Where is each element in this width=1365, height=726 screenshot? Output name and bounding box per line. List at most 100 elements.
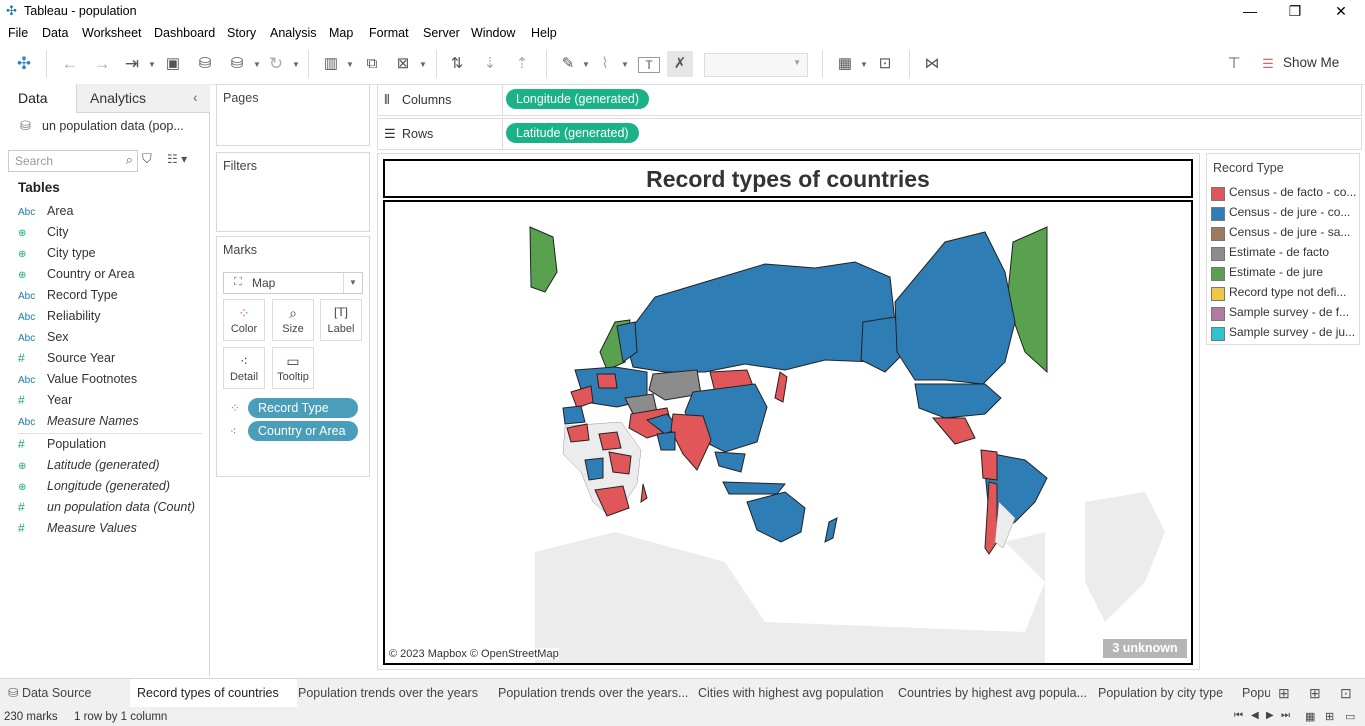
field-area[interactable]: Abc Area [18, 204, 74, 218]
search-input[interactable]: Search ⌕ [8, 150, 138, 172]
sheet-tab-cities-highest[interactable]: Cities with highest avg population [698, 686, 884, 700]
swap-rows-columns-icon[interactable]: ⇅ [450, 55, 464, 72]
field-city[interactable]: ⊕ City [18, 225, 69, 239]
menu-format[interactable]: Format [369, 26, 409, 40]
fix-axes-icon[interactable]: ✗ [667, 51, 693, 77]
sort-ascending-icon[interactable]: ⇣ [483, 55, 497, 72]
sheet-tab-population-trends[interactable]: Population trends over the years [298, 686, 478, 700]
sheet-tab-popu[interactable]: Popu [1242, 686, 1270, 700]
menu-worksheet[interactable]: Worksheet [82, 26, 142, 40]
show-me-button[interactable]: Show Me [1283, 55, 1340, 70]
field-population[interactable]: # Population [18, 437, 107, 451]
field-reliability[interactable]: Abc Reliability [18, 309, 101, 323]
longitude-pill[interactable]: Longitude (generated) [506, 89, 650, 109]
unknown-indicator[interactable]: 3 unknown [1103, 639, 1187, 658]
legend-swatch [1211, 307, 1225, 321]
country-finland [616, 321, 638, 363]
format-painter-icon[interactable]: ⊤ [1227, 55, 1241, 72]
pages-card[interactable]: Pages [216, 84, 370, 146]
pause-updates-icon[interactable]: ⛁ [230, 55, 244, 72]
first-sheet-icon[interactable]: ⏮ [1234, 710, 1243, 721]
sheet-tab-record-types[interactable]: Record types of countries [130, 679, 297, 707]
field-value-footnotes[interactable]: Abc Value Footnotes [18, 372, 138, 386]
menu-help[interactable]: Help [531, 26, 557, 40]
redo-icon[interactable]: → [93, 54, 111, 73]
field-source-year[interactable]: # Source Year [18, 351, 116, 365]
field-country-or-area[interactable]: ⊕ Country or Area [18, 267, 135, 281]
view-options-icon[interactable]: ☷ ▾ [167, 152, 188, 166]
data-source-tab[interactable]: ⛁ Data Source [8, 686, 92, 700]
country-or-area-pill[interactable]: Country or Area [248, 421, 358, 441]
sort-descending-icon[interactable]: ⇡ [515, 55, 529, 72]
menu-server[interactable]: Server [423, 26, 460, 40]
map-view[interactable] [383, 200, 1193, 665]
field-year[interactable]: # Year [18, 393, 73, 407]
sheet-tab-countries-highest[interactable]: Countries by highest avg popula... [898, 686, 1088, 700]
field-record-type[interactable]: Abc Record Type [18, 288, 118, 302]
filmstrip-view-icon[interactable]: ▦ [1305, 711, 1316, 723]
datasource-name[interactable]: un population data (pop... [42, 119, 184, 133]
group-members-icon[interactable]: ⌇ [601, 55, 609, 72]
field-record-count[interactable]: # un population data (Count) [18, 500, 196, 514]
clear-sheet-icon[interactable]: ⊠ [396, 55, 410, 72]
tooltip-button[interactable]: ▭ Tooltip [272, 347, 314, 389]
menu-story[interactable]: Story [227, 26, 257, 40]
color-button[interactable]: ⁘ Color [223, 299, 265, 341]
replay-icon[interactable]: ⇥ [124, 54, 140, 73]
new-story-icon[interactable]: ⊡ [1340, 685, 1352, 701]
new-dashboard-icon[interactable]: ⊞ [1309, 685, 1321, 701]
field-measure-names[interactable]: Abc Measure Names [18, 414, 139, 428]
last-sheet-icon[interactable]: ⏭ [1281, 710, 1290, 721]
close-button[interactable]: ✕ [1335, 3, 1347, 19]
tableau-start-icon[interactable]: ✣ [16, 54, 32, 73]
highlight-icon[interactable]: ✎ [561, 55, 575, 72]
show-cards-icon[interactable]: ⊡ [878, 55, 892, 72]
prev-sheet-icon[interactable]: ◀ [1251, 710, 1259, 721]
new-worksheet-icon[interactable]: ▥ [323, 55, 339, 72]
show-me-icon[interactable]: ☰ [1262, 56, 1274, 71]
next-sheet-icon[interactable]: ▶ [1266, 710, 1274, 721]
field-longitude-generated[interactable]: ⊕ Longitude (generated) [18, 479, 171, 493]
show-mark-labels-icon[interactable]: T [638, 57, 660, 73]
data-tab[interactable]: Data [18, 90, 48, 106]
sheet-tab-population-city-type[interactable]: Population by city type [1098, 686, 1224, 700]
minimize-button[interactable]: — [1243, 3, 1257, 19]
size-button[interactable]: ⌕ Size [272, 299, 314, 341]
filter-icon[interactable]: ⛉ [142, 151, 152, 166]
latitude-pill[interactable]: Latitude (generated) [506, 123, 639, 143]
field-sex[interactable]: Abc Sex [18, 330, 69, 344]
collapse-pane-icon[interactable]: ‹ [193, 89, 198, 105]
restore-button[interactable]: ❐ [1288, 3, 1302, 19]
menu-data[interactable]: Data [42, 26, 69, 40]
mark-type-dropdown[interactable]: ⛶ Map ▼ [223, 272, 363, 294]
analytics-tab[interactable]: Analytics [90, 90, 147, 106]
fit-dropdown[interactable]: ▼ [704, 53, 808, 77]
tabs-view-icon[interactable]: ▭ [1345, 711, 1356, 723]
field-measure-values[interactable]: # Measure Values [18, 521, 137, 535]
menu-map[interactable]: Map [329, 26, 354, 40]
field-latitude-generated[interactable]: ⊕ Latitude (generated) [18, 458, 160, 472]
menu-window[interactable]: Window [471, 26, 516, 40]
new-datasource-icon[interactable]: ⛁ [198, 55, 212, 72]
menu-dashboard[interactable]: Dashboard [154, 26, 216, 40]
save-icon[interactable]: ▣ [165, 55, 181, 72]
record-type-pill[interactable]: Record Type [248, 398, 358, 418]
rows-shelf[interactable]: ☰ Rows Latitude (generated) [377, 118, 1362, 150]
world-map[interactable] [385, 202, 1191, 663]
sheet-sorter-icon[interactable]: ⊞ [1325, 711, 1335, 723]
share-icon[interactable]: ⋈ [924, 55, 940, 72]
refresh-icon[interactable]: ↻ [268, 54, 284, 73]
field-city-type[interactable]: ⊕ City type [18, 246, 96, 260]
filters-card[interactable]: Filters [216, 152, 370, 232]
legend-label: Census - de facto - co... [1229, 185, 1357, 199]
new-worksheet-tab-icon[interactable]: ⊞ [1278, 685, 1290, 701]
menu-file[interactable]: File [8, 26, 29, 40]
presentation-mode-icon[interactable]: ▦ [837, 55, 853, 72]
detail-button[interactable]: ⁖ Detail [223, 347, 265, 389]
sheet-tab-population-trends-2[interactable]: Population trends over the years... [498, 686, 689, 700]
duplicate-sheet-icon[interactable]: ⧉ [366, 55, 378, 72]
label-button[interactable]: [T] Label [320, 299, 362, 341]
menu-analysis[interactable]: Analysis [270, 26, 317, 40]
columns-shelf[interactable]: ⦀ Columns Longitude (generated) [377, 84, 1362, 116]
undo-icon[interactable]: ← [61, 54, 79, 73]
